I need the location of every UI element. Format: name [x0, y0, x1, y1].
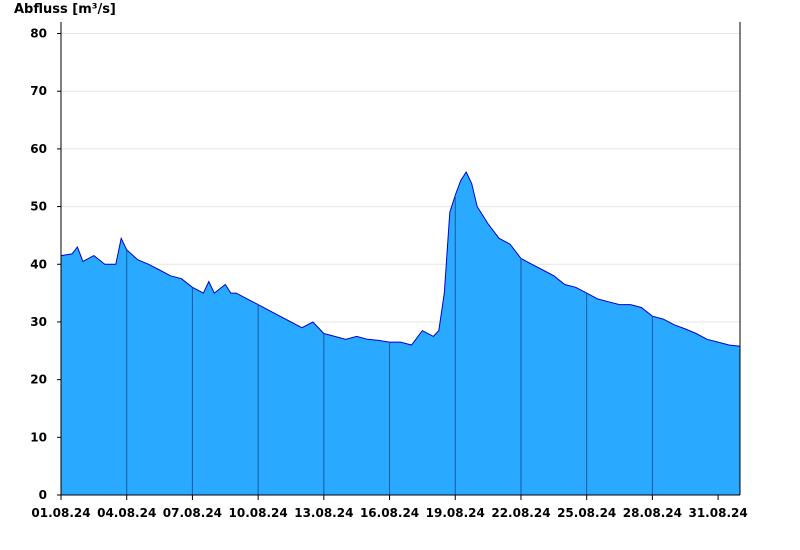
y-tick-label-7: 70 [30, 84, 47, 98]
x-tick-label-6: 19.08.24 [426, 506, 485, 520]
x-tick-label-4: 13.08.24 [294, 506, 353, 520]
x-tick-label-1: 04.08.24 [97, 506, 156, 520]
y-tick-label-3: 30 [30, 315, 47, 329]
x-tick-label-2: 07.08.24 [163, 506, 222, 520]
plot-axes [60, 22, 741, 496]
x-tick-label-8: 25.08.24 [557, 506, 616, 520]
series-discharge [60, 170, 741, 495]
day-marker-lines [126, 195, 653, 495]
y-tick-label-1: 10 [30, 430, 47, 444]
y-tick-label-0: 0 [39, 488, 47, 502]
x-tick-label-0: 01.08.24 [31, 506, 90, 520]
x-tick-label-7: 22.08.24 [491, 506, 550, 520]
x-tick-label-9: 28.08.24 [623, 506, 682, 520]
discharge-line [60, 170, 741, 347]
y-tick-label-5: 50 [30, 200, 47, 214]
y-axis-label: Abfluss [m³/s] [14, 2, 116, 17]
discharge-area [61, 172, 740, 495]
x-tick-label-10: 31.08.24 [688, 506, 747, 520]
x-tick-label-3: 10.08.24 [229, 506, 288, 520]
y-tick-label-6: 60 [30, 142, 47, 156]
y-tick-label-2: 20 [30, 373, 47, 387]
y-axis-ticks: 0 10 20 30 40 50 60 70 80 [30, 27, 61, 502]
y-tick-label-8: 80 [30, 27, 47, 41]
y-tick-label-4: 40 [30, 257, 47, 271]
x-tick-label-5: 16.08.24 [360, 506, 419, 520]
x-axis-ticks: 01.08.24 04.08.24 07.08.24 10.08.24 13.08.24… [31, 495, 748, 520]
